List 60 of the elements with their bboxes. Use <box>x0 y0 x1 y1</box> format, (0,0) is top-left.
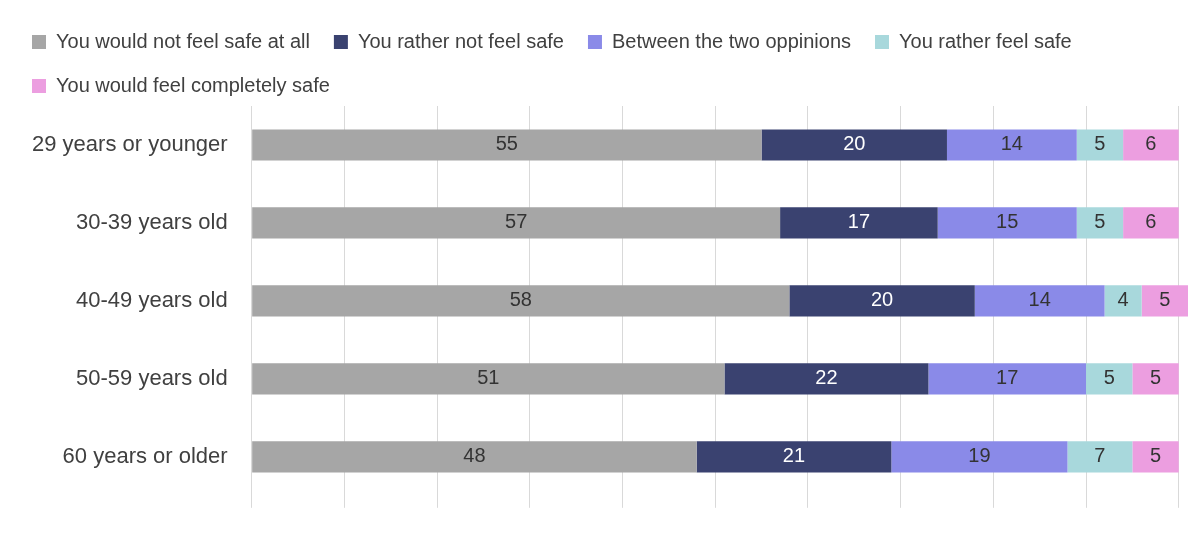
data-label: 20 <box>843 132 866 155</box>
data-label: 15 <box>996 210 1019 233</box>
data-label: 7 <box>1094 444 1106 467</box>
bar <box>252 207 781 239</box>
bar <box>1076 129 1124 161</box>
bar <box>789 285 975 317</box>
bar <box>946 129 1077 161</box>
data-label: 5 <box>1094 132 1106 155</box>
y-tick-label: 60 years or older <box>62 442 228 468</box>
bar <box>252 363 725 395</box>
y-tick-label: 29 years or younger <box>32 131 228 157</box>
bar <box>252 441 697 473</box>
data-label: 4 <box>1117 288 1129 311</box>
bar <box>1086 363 1133 395</box>
bar <box>937 207 1077 239</box>
data-label: 22 <box>815 366 838 389</box>
data-label: 5 <box>1149 366 1162 389</box>
bar <box>1132 441 1179 473</box>
bar <box>252 129 762 161</box>
legend-label: Between the two oppinions <box>611 29 852 52</box>
bar <box>780 207 938 239</box>
data-label: 5 <box>1149 444 1162 467</box>
data-label: 6 <box>1145 132 1157 155</box>
data-label: 5 <box>1159 288 1171 311</box>
legend-label: You would not feel safe at all <box>56 29 310 52</box>
bar <box>1076 207 1124 239</box>
data-label: 5 <box>1094 210 1106 233</box>
bar <box>761 129 947 161</box>
bar <box>1067 441 1133 473</box>
bar <box>1104 285 1142 317</box>
data-label: 17 <box>847 210 871 233</box>
bar <box>1123 129 1179 161</box>
bar <box>696 441 892 473</box>
y-tick-label: 50-59 years old <box>76 364 228 390</box>
data-label: 20 <box>870 288 894 311</box>
legend-label: You would feel completely safe <box>56 73 330 96</box>
data-label: 21 <box>782 444 806 467</box>
bar <box>1132 363 1179 395</box>
data-label: 48 <box>463 444 486 467</box>
data-label: 57 <box>505 210 528 233</box>
bar <box>252 285 790 317</box>
data-label: 51 <box>477 366 500 389</box>
bar <box>1123 207 1179 239</box>
data-label: 55 <box>495 132 518 155</box>
data-label: 58 <box>509 288 532 311</box>
data-label: 5 <box>1103 366 1115 389</box>
bar <box>891 441 1068 473</box>
bar <box>928 363 1087 395</box>
bar <box>724 363 929 395</box>
data-label: 6 <box>1145 210 1157 233</box>
bar <box>1141 285 1188 317</box>
legend-label: You rather feel safe <box>899 29 1072 52</box>
y-tick-label: 40-49 years old <box>76 286 228 312</box>
data-label: 19 <box>968 444 991 467</box>
legend-label: You rather not feel safe <box>357 29 564 52</box>
y-tick-label: 30-39 years old <box>76 209 228 234</box>
data-label: 17 <box>996 366 1019 389</box>
data-label: 14 <box>1028 288 1051 311</box>
data-label: 14 <box>1000 132 1023 155</box>
bar <box>974 285 1105 317</box>
